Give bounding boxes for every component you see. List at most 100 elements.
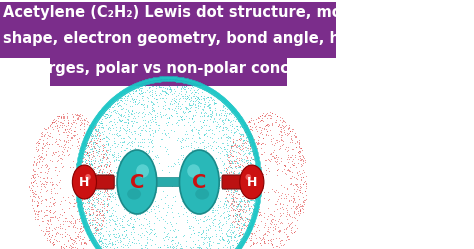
Point [34,204,41,208]
Point [81,190,88,194]
Point [270,214,278,218]
Point [247,238,255,242]
Point [286,128,294,132]
Point [220,166,228,170]
Point [220,247,228,249]
Point [182,84,190,88]
Point [235,202,242,206]
Point [295,203,302,207]
Point [60,138,67,142]
Point [90,124,97,127]
Point [96,232,104,236]
Point [97,239,105,243]
Point [94,239,101,243]
Point [203,114,210,118]
Point [217,213,224,217]
Point [151,115,158,119]
Point [124,112,132,116]
Point [240,223,248,227]
Point [99,182,107,186]
Point [130,217,138,221]
Point [148,100,155,104]
Point [184,172,192,176]
Point [94,196,102,200]
Point [117,107,125,111]
Point [38,181,46,185]
Point [41,197,49,201]
Point [118,219,126,223]
Point [228,110,236,114]
Point [80,224,88,228]
Point [84,154,92,158]
Point [230,159,237,163]
Point [144,237,151,241]
Point [261,241,268,245]
Point [219,245,227,249]
Point [140,233,148,237]
Point [177,117,185,121]
Point [234,222,242,226]
Point [245,152,253,156]
Point [162,91,170,95]
Point [226,165,234,169]
Point [154,155,162,159]
Point [130,152,137,156]
Point [130,120,138,124]
Point [189,85,196,89]
Point [82,142,90,146]
Point [232,145,240,149]
Point [96,137,104,141]
Point [223,181,230,185]
Point [96,192,103,196]
Point [158,114,165,118]
Point [82,177,89,181]
Point [210,247,218,249]
Point [197,126,204,130]
Point [280,242,287,246]
Point [244,158,252,162]
Point [40,134,47,138]
Point [148,78,155,82]
Point [202,148,210,152]
Point [256,181,264,185]
Point [260,114,267,118]
Point [243,217,251,221]
Point [242,148,249,152]
Point [131,237,138,241]
Point [47,204,55,208]
Point [43,127,50,131]
Point [81,143,89,147]
Point [212,146,219,150]
Point [248,212,255,216]
Point [74,194,82,198]
Point [118,107,126,111]
Point [267,238,275,242]
Point [246,149,254,153]
Point [99,121,106,124]
Point [222,179,230,183]
Point [242,223,249,227]
Point [200,96,207,100]
Point [277,193,285,197]
Point [122,233,129,237]
Point [171,162,179,166]
Point [161,86,169,90]
Point [245,134,252,138]
Point [208,220,216,224]
Point [295,154,303,158]
Point [233,247,241,249]
Point [77,247,85,249]
Point [210,208,217,212]
Point [79,192,86,196]
Point [197,246,205,249]
Point [259,186,267,190]
Point [283,203,291,207]
Point [46,239,54,243]
Point [83,227,91,231]
FancyBboxPatch shape [222,175,255,189]
Point [112,232,120,236]
Point [244,160,251,164]
Point [28,173,36,177]
Point [246,199,253,203]
Point [33,140,41,144]
